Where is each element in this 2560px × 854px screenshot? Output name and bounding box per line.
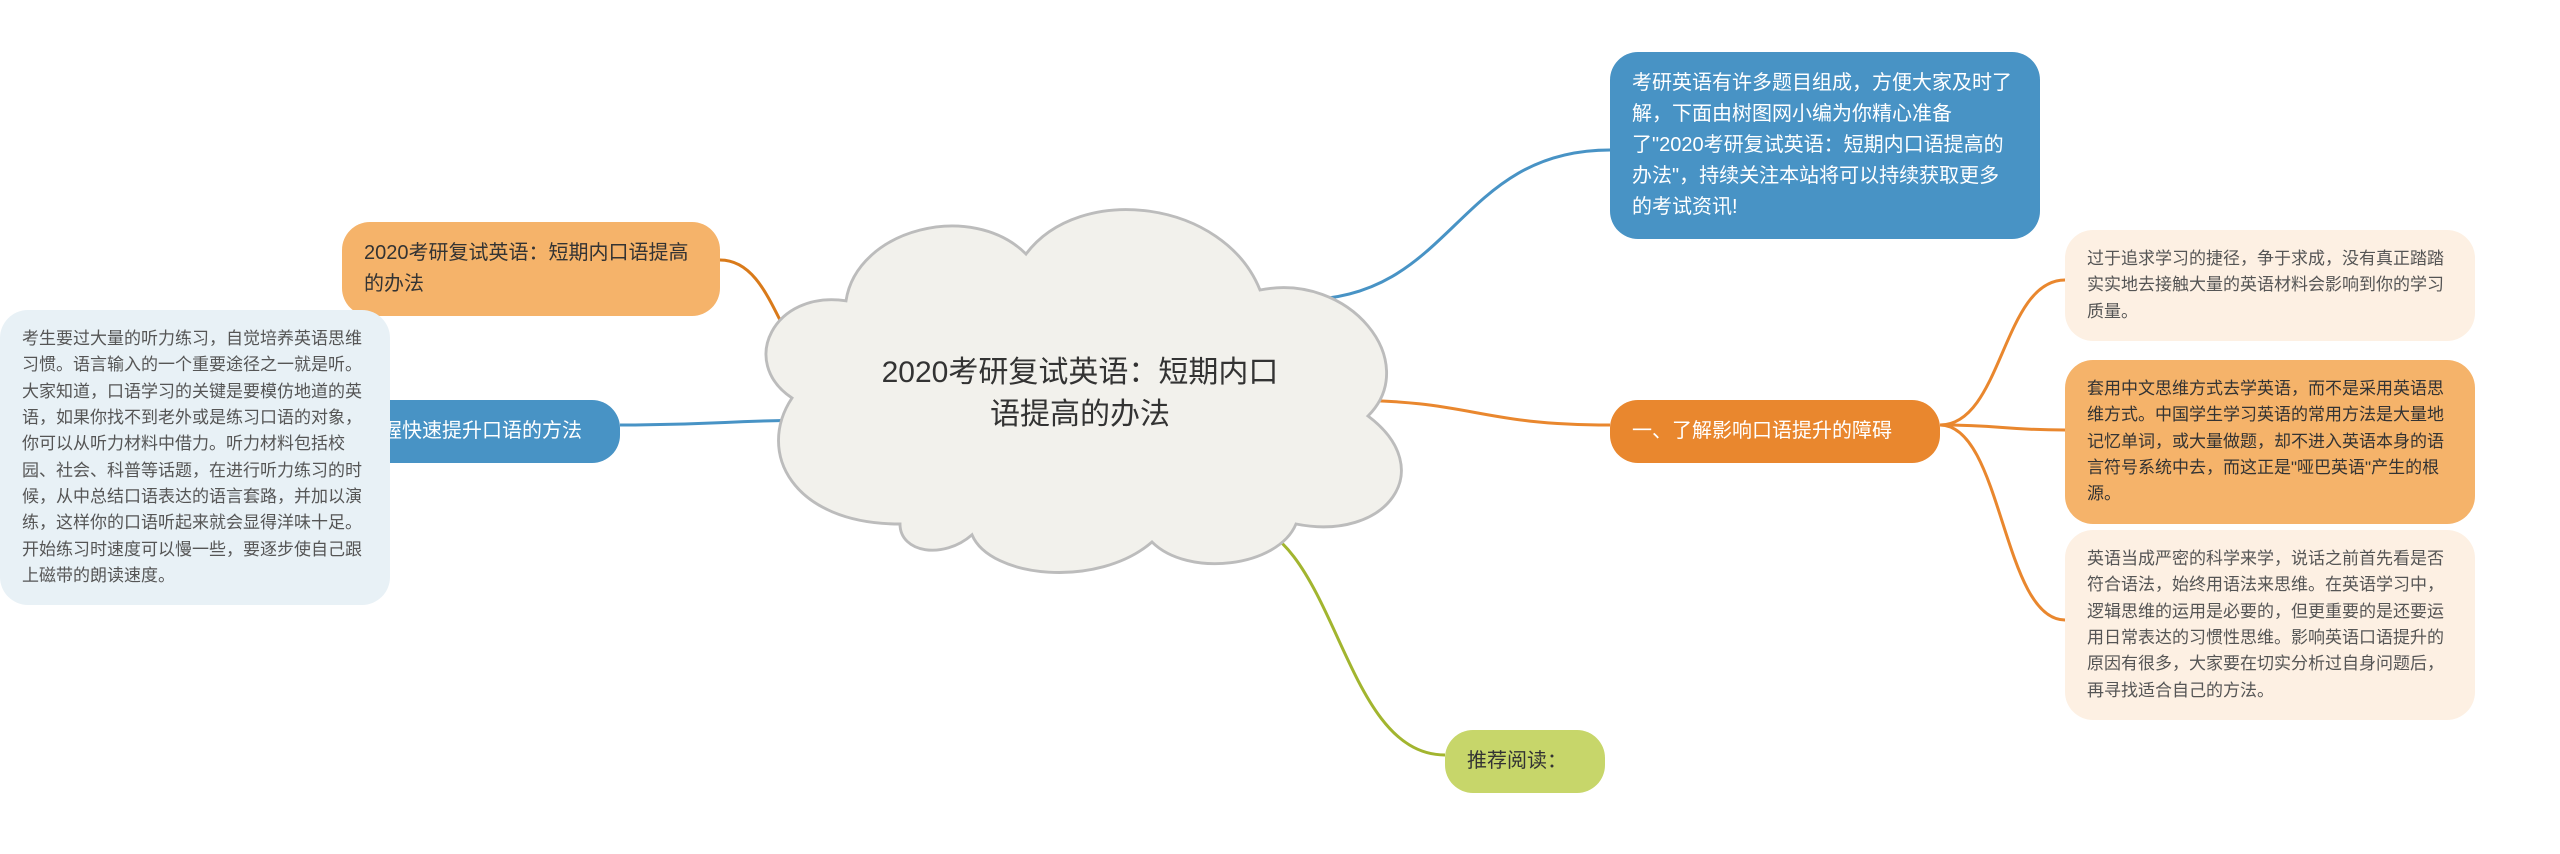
mindmap-canvas: 2020考研复试英语：短期内口语提高的办法 2020考研复试英语：短期内口语提高…: [0, 0, 2560, 854]
node-barrier3[interactable]: 英语当成严密的科学来学，说话之前首先看是否符合语法，始终用语法来思维。在英语学习…: [2065, 530, 2475, 720]
central-topic[interactable]: 2020考研复试英语：短期内口语提高的办法: [870, 352, 1290, 436]
node-right-top[interactable]: 考研英语有许多题目组成，方便大家及时了解，下面由树图网小编为你精心准备了"202…: [1610, 52, 2040, 239]
node-barrier1[interactable]: 过于追求学习的捷径，争于求成，没有真正踏踏实实地去接触大量的英语材料会影响到你的…: [2065, 230, 2475, 341]
node-left1[interactable]: 2020考研复试英语：短期内口语提高的办法: [342, 222, 720, 316]
node-barrier2[interactable]: 套用中文思维方式去学英语，而不是采用英语思维方式。中国学生学习英语的常用方法是大…: [2065, 360, 2475, 524]
node-right-bottom[interactable]: 推荐阅读：: [1445, 730, 1605, 793]
node-left-detail[interactable]: 考生要过大量的听力练习，自觉培养英语思维习惯。语言输入的一个重要途径之一就是听。…: [0, 310, 390, 605]
node-right1[interactable]: 一、了解影响口语提升的障碍: [1610, 400, 1940, 463]
central-text: 2020考研复试英语：短期内口语提高的办法: [882, 356, 1279, 431]
